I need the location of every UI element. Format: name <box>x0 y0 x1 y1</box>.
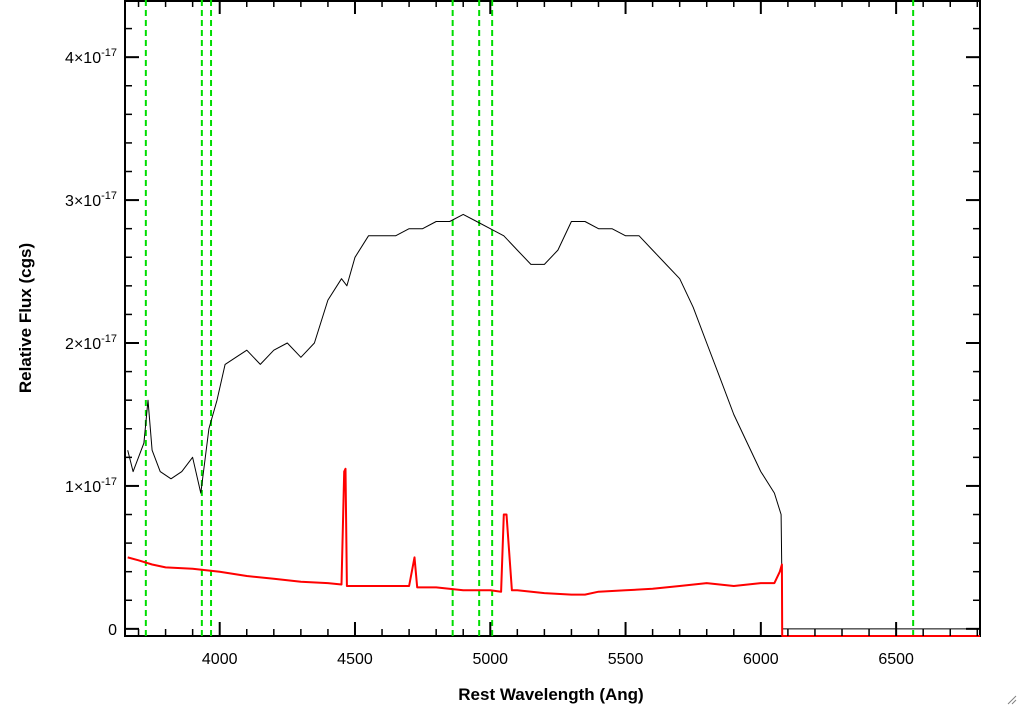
reference-lines <box>144 0 915 636</box>
resize-grip[interactable] <box>1007 695 1017 705</box>
series-group <box>127 213 980 637</box>
y-tick-label: 2×10-17 <box>65 333 117 353</box>
y-tick-label: 0 <box>108 622 117 639</box>
x-axis-label: Rest Wavelength (Ang) <box>458 685 643 704</box>
x-tick-label: 6500 <box>878 651 914 668</box>
x-axis: 4000 4500 5000 5500 6000 6500 <box>137 0 979 668</box>
y-tick-label: 4×10-17 <box>65 47 117 67</box>
x-tick-label: 4000 <box>202 651 238 668</box>
y-axis-label: Relative Flux (cgs) <box>16 243 35 393</box>
error-series <box>127 467 980 637</box>
x-tick-label: 6000 <box>743 651 779 668</box>
y-tick-label: 1×10-17 <box>65 476 117 496</box>
x-tick-label: 5500 <box>608 651 644 668</box>
spectrum-series <box>127 213 980 630</box>
x-tick-label: 4500 <box>337 651 373 668</box>
plot-border <box>124 0 981 637</box>
y-tick-label: 3×10-17 <box>65 190 117 210</box>
x-tick-label: 5000 <box>472 651 508 668</box>
plot-frame <box>124 0 981 637</box>
